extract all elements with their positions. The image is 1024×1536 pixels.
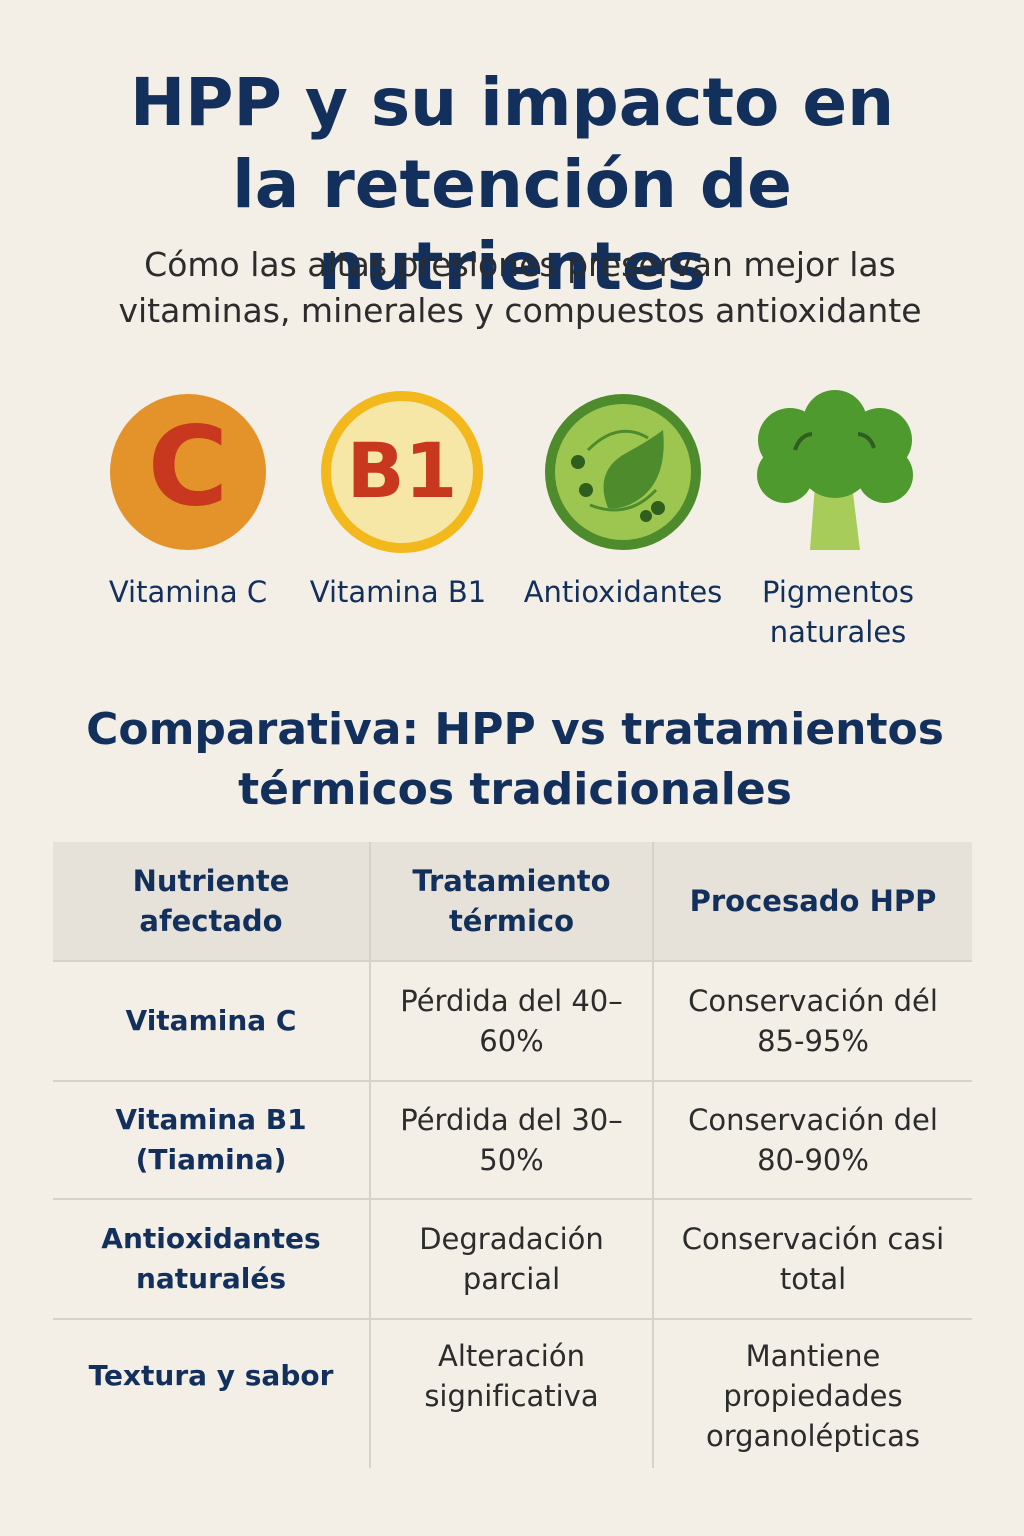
antioxidant-icon <box>545 394 701 550</box>
table-cell: Textura y sabor <box>53 1320 371 1468</box>
nutrient-label: Vitamina B1 <box>309 575 487 609</box>
icon-text: B1 <box>347 426 458 515</box>
nutrient-label: Antioxidantes <box>523 575 723 609</box>
table-cell: Mantiene propiedades organolépticas <box>705 1339 921 1453</box>
table-cell: Alteración significativa <box>371 1320 654 1468</box>
table-cell: Vitamina C <box>53 962 371 1082</box>
column-header: Nutriente afectado <box>53 842 371 962</box>
column-header: Procesado HPP <box>654 842 972 962</box>
table-cell: Degradación parcial <box>371 1200 654 1320</box>
vitamin-b1-icon: B1 <box>321 391 483 553</box>
subtitle: Cómo las altas presiones preservan mejor… <box>118 245 922 330</box>
table-cell: Conservación casi total <box>654 1200 972 1320</box>
title: HPP y su impacto en la retención de nutr… <box>129 64 895 305</box>
table-cell: Pérdida del 40–60% <box>371 962 654 1082</box>
broccoli-icon <box>757 390 913 550</box>
vitamin-c-icon: C <box>110 394 266 550</box>
table-cell: Conservación dél 85-95% <box>654 962 972 1082</box>
table-cell: Conservación del 80-90% <box>654 1082 972 1200</box>
table-cell: Antioxidantes naturalés <box>53 1200 371 1320</box>
column-header: Tratamiento térmico <box>371 842 654 962</box>
nutrient-label: Pigmentos naturales <box>761 575 914 649</box>
table-cell: Vitamina B1 (Tiamina) <box>53 1082 371 1200</box>
section-title: Comparativa: HPP vs tratamientos térmico… <box>86 704 944 815</box>
table-cell: Pérdida del 30–50% <box>371 1082 654 1200</box>
nutrient-label: Vitamina C <box>108 575 268 609</box>
comparison-table: Nutriente afectado Tratamiento térmico P… <box>53 842 972 1468</box>
icon-text: C <box>148 402 229 530</box>
